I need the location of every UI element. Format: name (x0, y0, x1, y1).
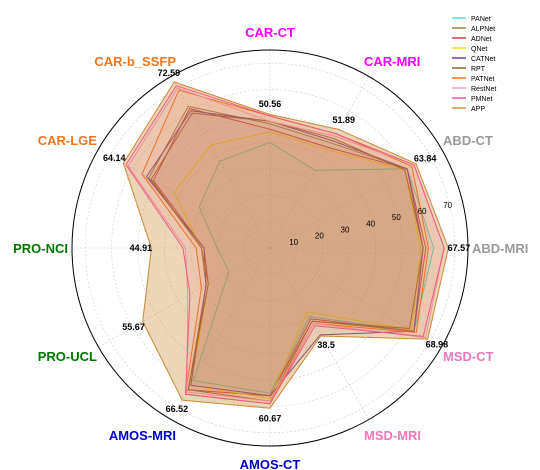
axis-label-pro-nci: PRO-NCI (13, 241, 68, 256)
legend-label-pmnet: PMNet (471, 96, 492, 103)
grid-ring (190, 168, 350, 328)
axis-label-amos-mri: AMOS-MRI (109, 428, 176, 443)
grid-spoke (98, 247, 271, 348)
grid-spoke (269, 76, 370, 249)
axis-max-value: 44.91 (130, 243, 153, 253)
axis-label-car-b_ssfp: CAR-b_SSFP (94, 54, 176, 69)
axis-max-value: 51.89 (333, 115, 356, 125)
axis-label-car-ct: CAR-CT (245, 25, 295, 40)
axis-label-car-mri: CAR-MRI (364, 54, 420, 69)
legend-box (448, 13, 524, 117)
axis-label-abd-mri: ABD-MRI (472, 241, 528, 256)
legend: PANet ALPNet ADNet QNet CATNet RPT PATNet RestN… (448, 13, 524, 117)
axis-max-value: 60.67 (259, 414, 282, 424)
legend-label-adnet: ADNet (471, 36, 492, 43)
axis-label-msd-mri: MSD-MRI (364, 428, 421, 443)
legend-label-rpt: RPT (471, 66, 486, 73)
axis-max-value: 66.52 (166, 404, 189, 414)
radial-tick-label: 70 (443, 201, 452, 210)
grid-spoke (170, 247, 271, 420)
grid-spoke (269, 247, 370, 420)
axis-max-value: 64.14 (103, 153, 126, 163)
series-polygon-app (122, 81, 449, 409)
series-polygon-pmnet (125, 85, 445, 405)
axis-label-pro-ucl: PRO-UCL (38, 349, 97, 364)
radial-tick-label: 60 (418, 207, 427, 216)
legend-label-panet: PANet (471, 16, 491, 23)
axis-label-car-lge: CAR-LGE (38, 133, 98, 148)
axis-label-abd-ct: ABD-CT (443, 133, 493, 148)
radial-tick-label: 10 (289, 238, 298, 247)
legend-label-restnet: RestNet (471, 86, 496, 93)
legend-label-patnet: PATNet (471, 76, 495, 83)
radial-ticks: 10 20 30 40 50 60 70 (289, 201, 452, 247)
legend-label-app: APP (471, 106, 485, 113)
grid-spoke (269, 247, 442, 348)
radial-tick-label: 20 (315, 232, 324, 241)
outer-ring (71, 49, 469, 447)
grid-spoke (170, 76, 271, 249)
legend-label-catnet: CATNet (471, 56, 495, 63)
axis-max-value: 38.5 (317, 340, 335, 350)
grid-spoke (98, 148, 271, 249)
axis-labels: CAR-CT 50.56 CAR-MRI 51.89 ABD-CT 63.84 ABD-MR… (13, 25, 528, 470)
axis-max-value: 68.98 (426, 339, 449, 349)
axis-max-value: 72.59 (158, 68, 181, 78)
legend-label-alpnet: ALPNet (471, 26, 495, 33)
axis-max-value: 67.57 (448, 243, 471, 253)
radial-tick-label: 30 (341, 226, 350, 235)
grid-spoke (269, 148, 442, 249)
radar-series (122, 81, 449, 409)
legend-label-qnet: QNet (471, 46, 487, 53)
radial-tick-label: 40 (366, 219, 375, 228)
axis-max-value: 55.67 (122, 322, 145, 332)
axis-max-value: 63.84 (414, 153, 437, 163)
axis-label-amos-ct: AMOS-CT (240, 457, 301, 470)
axis-max-value: 50.56 (259, 99, 282, 109)
radial-tick-label: 50 (392, 213, 401, 222)
axis-label-msd-ct: MSD-CT (443, 349, 494, 364)
grid-ring (243, 221, 297, 275)
